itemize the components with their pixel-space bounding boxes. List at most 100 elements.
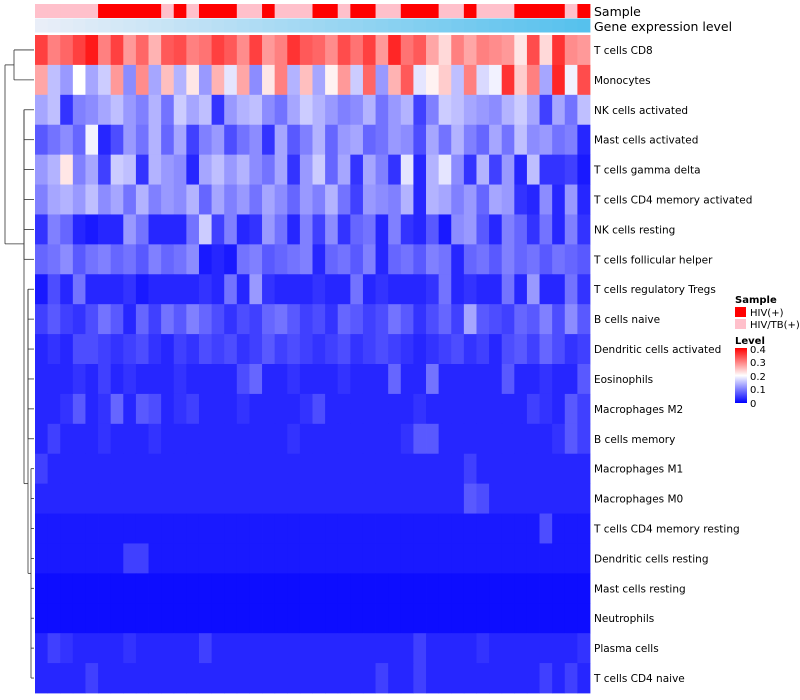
heatmap-cell <box>198 304 212 335</box>
expression-cell <box>110 18 124 33</box>
heatmap-cell <box>85 154 99 185</box>
heatmap-cell <box>47 334 61 365</box>
heatmap-cell <box>98 154 112 185</box>
heatmap-cell <box>564 573 578 604</box>
heatmap-cell <box>577 64 591 96</box>
sample-cell <box>312 4 326 18</box>
expression-cell <box>161 18 175 33</box>
heatmap-cell <box>123 663 137 694</box>
heatmap-cell <box>85 513 99 544</box>
heatmap-cell <box>287 483 301 514</box>
heatmap-cell <box>85 423 99 455</box>
row-label: Eosinophils <box>594 374 653 386</box>
heatmap-cell <box>98 423 112 455</box>
heatmap-cell <box>564 543 578 574</box>
heatmap-cell <box>161 334 175 365</box>
heatmap-cell <box>299 603 313 634</box>
heatmap-cell <box>224 513 238 544</box>
heatmap-cell <box>123 573 137 604</box>
row-label: Macrophages M0 <box>594 494 683 506</box>
heatmap-cell <box>476 573 490 604</box>
heatmap-cell <box>388 423 402 455</box>
heatmap-cell <box>501 483 515 514</box>
heatmap-cell <box>526 334 540 365</box>
expression-cell <box>47 18 61 33</box>
heatmap-cell <box>489 423 503 455</box>
heatmap-cell <box>224 633 238 664</box>
heatmap-cell <box>312 453 326 485</box>
heatmap-cell <box>236 64 250 96</box>
heatmap-cell <box>577 274 591 305</box>
heatmap-cell <box>514 214 528 245</box>
heatmap-cell <box>211 603 225 634</box>
heatmap-cell <box>186 483 200 514</box>
heatmap-cell <box>173 274 187 305</box>
heatmap-cell <box>362 214 376 245</box>
heatmap-cell <box>198 35 212 66</box>
sample-cell <box>98 4 112 18</box>
heatmap-cell <box>98 483 112 514</box>
heatmap-cell <box>211 483 225 514</box>
heatmap-cell <box>60 633 74 664</box>
heatmap-cell <box>362 274 376 305</box>
heatmap-cell <box>552 633 566 664</box>
heatmap-cell <box>98 184 112 215</box>
heatmap-cell <box>312 184 326 215</box>
heatmap-cell <box>211 663 225 694</box>
heatmap-cell <box>577 94 591 126</box>
heatmap-cell <box>135 423 149 455</box>
row-label: Monocytes <box>594 75 651 87</box>
heatmap-cell <box>539 184 553 215</box>
heatmap-cell <box>98 573 112 604</box>
heatmap-cell <box>539 633 553 664</box>
heatmap-cell <box>274 64 288 96</box>
heatmap-cell <box>438 214 452 245</box>
heatmap-cell <box>224 603 238 634</box>
expression-cell <box>274 18 288 33</box>
heatmap-cell <box>451 154 465 185</box>
heatmap-cell <box>148 304 162 335</box>
heatmap-cell <box>161 393 175 425</box>
heatmap-cell <box>388 184 402 215</box>
heatmap-cell <box>426 64 440 96</box>
row-label: Plasma cells <box>594 643 659 655</box>
expression-cell <box>312 18 326 33</box>
heatmap-cell <box>110 334 124 365</box>
heatmap-cell <box>426 364 440 395</box>
heatmap-cell <box>85 603 99 634</box>
heatmap-cell <box>123 423 137 455</box>
heatmap-cell <box>451 35 465 66</box>
sample-cell <box>72 4 86 18</box>
heatmap-cell <box>236 603 250 634</box>
expression-cell <box>463 18 477 33</box>
heatmap-cell <box>413 124 427 156</box>
expression-annotation-bar <box>35 18 591 33</box>
heatmap-cell <box>312 94 326 126</box>
heatmap-cell <box>161 513 175 544</box>
expression-cell <box>413 18 427 33</box>
heatmap-cell <box>274 393 288 425</box>
heatmap-cell <box>161 573 175 604</box>
sample-cell <box>249 4 263 18</box>
heatmap-cell <box>35 543 49 574</box>
heatmap-cell <box>413 663 427 694</box>
heatmap-cell <box>211 633 225 664</box>
heatmap-cell <box>236 423 250 455</box>
heatmap-cell <box>123 244 137 275</box>
heatmap-cell <box>262 423 276 455</box>
heatmap-cell <box>148 64 162 96</box>
heatmap-cell <box>72 393 86 425</box>
heatmap-cell <box>526 453 540 485</box>
heatmap-cell <box>148 423 162 455</box>
heatmap-cell <box>539 364 553 395</box>
heatmap-cell <box>198 334 212 365</box>
heatmap-cell <box>211 513 225 544</box>
heatmap-cell <box>186 573 200 604</box>
heatmap-cell <box>463 453 477 485</box>
heatmap-cell <box>451 364 465 395</box>
heatmap-cell <box>198 483 212 514</box>
expression-cell <box>552 18 566 33</box>
heatmap-cell <box>72 184 86 215</box>
heatmap-cell <box>375 244 389 275</box>
heatmap-cell <box>362 364 376 395</box>
